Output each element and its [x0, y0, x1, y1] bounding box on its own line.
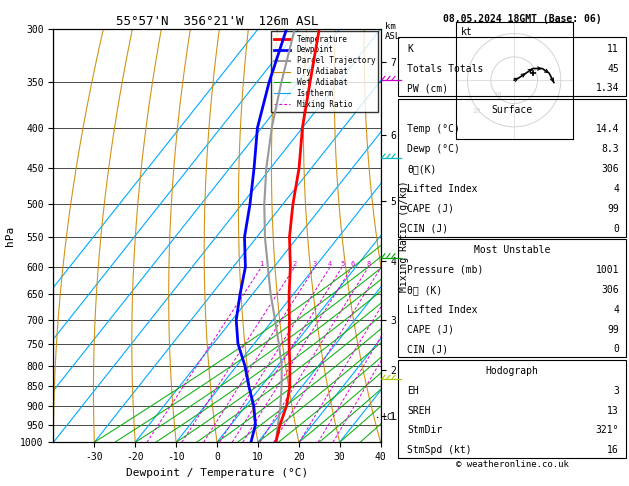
Text: θᴄ (K): θᴄ (K) [407, 285, 443, 295]
Text: 1: 1 [259, 261, 264, 267]
Text: kt: kt [460, 27, 472, 36]
Title: 55°57'N  356°21'W  126m ASL: 55°57'N 356°21'W 126m ASL [116, 15, 318, 28]
Text: 4: 4 [613, 184, 619, 194]
Text: 16: 16 [607, 446, 619, 455]
Text: 10: 10 [493, 91, 502, 98]
Bar [398, 99, 626, 237]
Text: 6: 6 [350, 261, 354, 267]
Text: km
ASL: km ASL [385, 22, 401, 40]
Text: 13: 13 [607, 405, 619, 416]
Text: 4: 4 [613, 305, 619, 314]
Text: Totals Totals: Totals Totals [407, 64, 484, 73]
Text: θᴄ(K): θᴄ(K) [407, 164, 437, 174]
Text: 0: 0 [613, 345, 619, 354]
Bar [398, 37, 626, 96]
Text: CAPE (J): CAPE (J) [407, 325, 454, 334]
Legend: Temperature, Dewpoint, Parcel Trajectory, Dry Adiabat, Wet Adiabat, Isotherm, Mi: Temperature, Dewpoint, Parcel Trajectory… [270, 32, 378, 112]
Text: Temp (°C): Temp (°C) [407, 124, 460, 135]
Text: StmSpd (kt): StmSpd (kt) [407, 446, 472, 455]
Text: 99: 99 [607, 325, 619, 334]
Text: Pressure (mb): Pressure (mb) [407, 265, 484, 275]
Text: 45: 45 [607, 64, 619, 73]
Text: 8: 8 [366, 261, 370, 267]
Text: CIN (J): CIN (J) [407, 224, 448, 234]
Text: © weatheronline.co.uk: © weatheronline.co.uk [455, 460, 569, 469]
Text: SREH: SREH [407, 405, 431, 416]
Text: K: K [407, 44, 413, 54]
Text: Surface: Surface [491, 104, 533, 115]
Bar [398, 239, 626, 357]
Text: 11: 11 [607, 44, 619, 54]
Text: 1.34: 1.34 [596, 83, 619, 93]
Text: 321°: 321° [596, 426, 619, 435]
Text: 1001: 1001 [596, 265, 619, 275]
Bar [398, 360, 626, 458]
Text: Hodograph: Hodograph [486, 365, 538, 376]
Text: 08.05.2024 18GMT (Base: 06): 08.05.2024 18GMT (Base: 06) [443, 14, 601, 24]
Text: 5: 5 [340, 261, 344, 267]
Text: 2: 2 [292, 261, 297, 267]
Text: EH: EH [407, 385, 419, 396]
Text: 20: 20 [472, 108, 481, 114]
Text: 3: 3 [313, 261, 317, 267]
Y-axis label: hPa: hPa [4, 226, 14, 246]
Text: LCL: LCL [382, 413, 397, 422]
Text: 8.3: 8.3 [601, 144, 619, 154]
X-axis label: Dewpoint / Temperature (°C): Dewpoint / Temperature (°C) [126, 468, 308, 478]
Text: Lifted Index: Lifted Index [407, 184, 478, 194]
Text: 99: 99 [607, 204, 619, 214]
Text: 306: 306 [601, 285, 619, 295]
Y-axis label: Mixing Ratio (g/kg): Mixing Ratio (g/kg) [399, 180, 409, 292]
Text: 3: 3 [613, 385, 619, 396]
Text: StmDir: StmDir [407, 426, 443, 435]
Text: 0: 0 [613, 224, 619, 234]
Text: Dewp (°C): Dewp (°C) [407, 144, 460, 154]
Text: Lifted Index: Lifted Index [407, 305, 478, 314]
Text: Most Unstable: Most Unstable [474, 245, 550, 255]
Text: 14.4: 14.4 [596, 124, 619, 135]
Text: CIN (J): CIN (J) [407, 345, 448, 354]
Text: 306: 306 [601, 164, 619, 174]
Text: CAPE (J): CAPE (J) [407, 204, 454, 214]
Text: PW (cm): PW (cm) [407, 83, 448, 93]
Text: 4: 4 [328, 261, 332, 267]
